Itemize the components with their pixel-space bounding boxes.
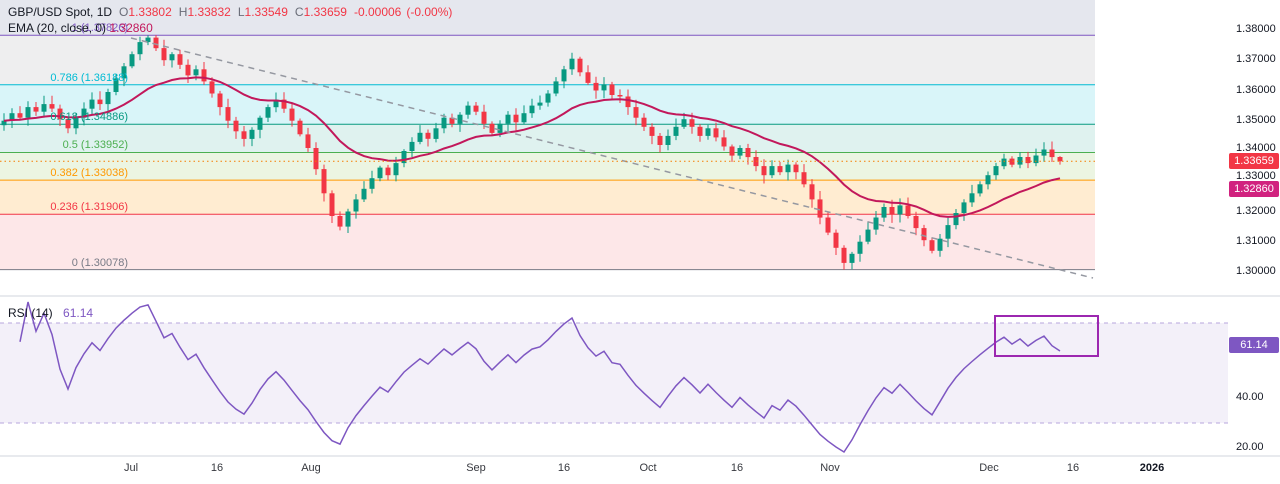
rsi-badge: 61.14 <box>1229 337 1279 353</box>
fib-band <box>0 152 1095 181</box>
fib-label-0: 0 (1.30078) <box>71 257 128 269</box>
fib-band <box>0 124 1095 153</box>
time-tick-year: 2026 <box>1139 462 1165 474</box>
price-tick: 1.36000 <box>1236 84 1276 96</box>
price-tick: 1.32000 <box>1236 205 1276 217</box>
fib-label-0618: 0.618 (1.34886) <box>50 111 128 123</box>
time-tick: Jul <box>123 462 139 474</box>
price-tick: 1.38000 <box>1236 23 1276 35</box>
close-label: C <box>294 5 304 19</box>
open-label: O <box>119 5 129 19</box>
high-value: 1.33832 <box>187 5 231 19</box>
rsi-band <box>0 323 1228 423</box>
low-label: L <box>237 5 245 19</box>
symbol-legend[interactable]: GBP/USD Spot, 1D O1.33802 H1.33832 L1.33549… <box>8 5 452 19</box>
ema-legend[interactable]: EMA (20, close, 0) 1.32860 <box>8 21 153 35</box>
fib-label-0236: 0.236 (1.31906) <box>50 201 128 213</box>
time-tick: Oct <box>639 462 657 474</box>
fib-label-0382: 0.382 (1.33038) <box>50 167 128 179</box>
candlestick-series[interactable] <box>1 35 1063 270</box>
ema-value: 1.32860 <box>109 21 153 35</box>
price-tick: 1.34000 <box>1236 142 1276 154</box>
fib-label-05: 0.5 (1.33952) <box>62 139 128 151</box>
time-tick: 16 <box>557 462 571 474</box>
ema-title[interactable]: EMA (20, close, 0) <box>8 21 107 35</box>
rsi-value: 61.14 <box>63 306 94 320</box>
price-tick: 1.35000 <box>1236 114 1276 126</box>
price-tick: 1.37000 <box>1236 53 1276 65</box>
fib-label-1: 1 (1.37826) <box>71 22 128 34</box>
rsi-tick: 20.00 <box>1236 441 1264 453</box>
change-percent: (-0.00%) <box>406 5 453 19</box>
time-tick: 16 <box>1066 462 1080 474</box>
time-tick: 16 <box>210 462 224 474</box>
fib-band <box>0 0 1095 36</box>
trendline[interactable] <box>130 37 1094 279</box>
rsi-tick: 40.00 <box>1236 391 1264 403</box>
time-tick: 16 <box>730 462 744 474</box>
high-label: H <box>178 5 188 19</box>
close-value: 1.33659 <box>303 5 347 19</box>
rsi-line[interactable] <box>19 301 1061 454</box>
fib-band <box>0 214 1095 270</box>
time-tick: Aug <box>301 462 321 474</box>
ema-price-badge: 1.32860 <box>1229 181 1279 197</box>
time-tick: Dec <box>979 462 999 474</box>
rsi-annotation-box[interactable] <box>994 315 1099 357</box>
low-value: 1.33549 <box>244 5 288 19</box>
time-tick: Nov <box>820 462 840 474</box>
price-tick: 1.31000 <box>1236 235 1276 247</box>
price-tick: 1.33000 <box>1236 170 1276 182</box>
change-value: -0.00006 <box>353 5 402 19</box>
rsi-legend[interactable]: RSI (14) 61.14 <box>8 306 93 320</box>
fib-label-0786: 0.786 (1.36188) <box>50 72 128 84</box>
fib-band <box>0 180 1095 215</box>
rsi-title[interactable]: RSI (14) <box>8 306 53 320</box>
open-value: 1.33802 <box>128 5 172 19</box>
symbol-title[interactable]: GBP/USD Spot, 1D <box>8 5 113 19</box>
last-price-badge: 1.33659 <box>1229 153 1279 169</box>
price-tick: 1.30000 <box>1236 265 1276 277</box>
time-tick: Sep <box>466 462 486 474</box>
ema-line[interactable] <box>3 76 1061 218</box>
